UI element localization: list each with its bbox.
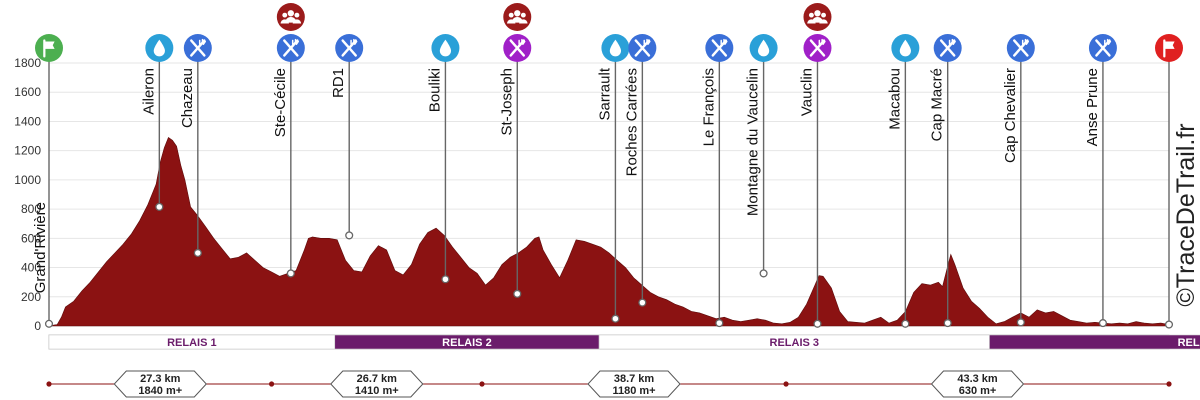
- checkpoint-marker: [715, 319, 724, 328]
- checkpoint-label: Aileron: [140, 68, 157, 115]
- checkpoint-label: Macabou: [886, 68, 903, 130]
- relay-label: RELAIS 2: [442, 337, 492, 349]
- checkpoint-marker: [638, 298, 647, 307]
- y-tick-label: 1000: [14, 173, 41, 187]
- checkpoint-label: Chazeau: [179, 68, 196, 128]
- checkpoint-marker: [155, 202, 164, 211]
- checkpoint-label: Cap Chevalier: [1002, 68, 1019, 163]
- watermark: ©TraceDeTrail.fr: [1172, 123, 1200, 306]
- checkpoints: Grand'Rivière Aileron Chazeau Ste-Cécile RD1…: [32, 3, 1183, 329]
- checkpoint: Macabou: [886, 34, 920, 328]
- profile-area: [48, 137, 1170, 327]
- checkpoint: Sarrault: [596, 34, 630, 323]
- y-axis: 1800 1600 1400 1200 1000 800 600 400 200 0: [14, 56, 41, 333]
- checkpoint-label: St-Joseph: [498, 68, 515, 136]
- elevation-profile-area: [48, 137, 1170, 327]
- segment-dot: [46, 381, 52, 387]
- checkpoint-marker: [813, 319, 822, 328]
- checkpoint-label: Vauclin: [798, 68, 815, 116]
- y-tick-label: 1800: [14, 56, 41, 70]
- segment-badge: [587, 370, 681, 398]
- segment-distance: 38.7 km: [614, 373, 655, 385]
- relay-bar: RELAIS 1 RELAIS 2 RELAIS 3 RELAIS 4: [48, 334, 1200, 350]
- checkpoint: Anse Prune: [1084, 34, 1117, 328]
- segment-dot: [783, 381, 789, 387]
- segment-dot: [268, 381, 275, 387]
- segment-badge: [930, 370, 1025, 398]
- checkpoint: Le François: [700, 34, 734, 328]
- checkpoint-marker: [611, 314, 620, 323]
- y-tick-label: 1200: [14, 144, 41, 158]
- relay-segment: [989, 334, 1200, 350]
- checkpoint-label: Bouliki: [426, 68, 443, 112]
- relay-label: RELAIS 3: [770, 337, 820, 349]
- checkpoint-marker: [943, 319, 952, 328]
- segment-distance: 43.3 km: [957, 373, 998, 385]
- checkpoint-marker: [759, 269, 768, 278]
- checkpoint: Grand'Rivière: [32, 34, 63, 328]
- segment-badge: [330, 370, 424, 398]
- checkpoint-label: Roches Carrées: [623, 68, 640, 176]
- y-tick-label: 400: [21, 261, 41, 275]
- segment-elevation: 1410 m+: [355, 385, 399, 397]
- segment-elevation: 1180 m+: [612, 385, 655, 397]
- checkpoint: Vauclin: [798, 3, 832, 328]
- y-tick-label: 1600: [14, 85, 41, 99]
- segment-badge: [113, 370, 207, 398]
- segment-elevation: 1840 m+: [138, 385, 182, 397]
- y-tick-label: 800: [21, 202, 41, 216]
- checkpoint: RD1: [330, 34, 364, 240]
- checkpoint-marker: [44, 319, 54, 328]
- relay-label: RELAIS 1: [167, 337, 217, 349]
- segment-distance: 27.3 km: [140, 373, 181, 385]
- segment-dot: [1166, 381, 1172, 387]
- segment-dot: [479, 381, 485, 387]
- checkpoint-label: RD1: [330, 68, 347, 98]
- checkpoint: Ste-Cécile: [272, 3, 305, 278]
- checkpoint-marker: [345, 231, 354, 240]
- segment-distance: 26.7 km: [357, 373, 398, 385]
- checkpoint-marker: [1016, 318, 1025, 327]
- checkpoint-marker: [901, 319, 910, 328]
- checkpoint-label: Cap Macré: [929, 68, 946, 141]
- relay-label: RELAIS 4: [1178, 337, 1200, 349]
- checkpoint-marker: [286, 269, 295, 278]
- checkpoint: [1155, 34, 1183, 329]
- checkpoint-label: Ste-Cécile: [272, 68, 289, 137]
- checkpoint: Bouliki: [426, 34, 460, 284]
- y-tick-label: 600: [21, 231, 41, 245]
- checkpoint-label: Grand'Rivière: [32, 202, 49, 293]
- checkpoint: Aileron: [140, 34, 174, 211]
- checkpoint-marker: [1098, 319, 1107, 328]
- checkpoint-label: Montagne du Vaucelin: [745, 68, 762, 216]
- checkpoint-label: Anse Prune: [1084, 68, 1101, 146]
- checkpoint-marker: [193, 248, 202, 257]
- checkpoint: Cap Chevalier: [1002, 34, 1035, 327]
- y-tick-label: 0: [34, 319, 41, 333]
- checkpoint-marker: [513, 289, 522, 298]
- checkpoint: Cap Macré: [929, 34, 962, 328]
- checkpoint: Montagne du Vaucelin: [745, 34, 778, 278]
- y-tick-label: 1400: [14, 114, 41, 128]
- checkpoint-marker: [441, 275, 450, 284]
- segment-elevation: 630 m+: [959, 385, 997, 397]
- checkpoint: Chazeau: [179, 34, 212, 257]
- checkpoint: St-Joseph: [498, 3, 532, 298]
- checkpoint-label: Sarrault: [596, 67, 613, 120]
- checkpoint-label: Le François: [700, 68, 717, 146]
- checkpoint-marker: [1164, 320, 1174, 329]
- y-tick-label: 200: [21, 290, 41, 304]
- checkpoint: Roches Carrées: [623, 34, 657, 307]
